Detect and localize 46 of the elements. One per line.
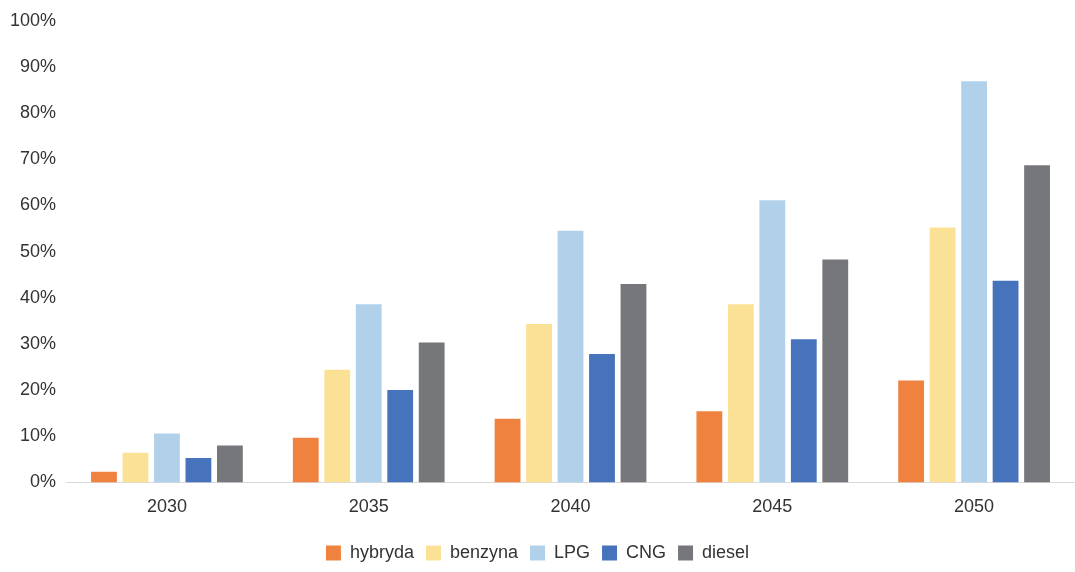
- legend-label: CNG: [626, 541, 667, 562]
- bar: [324, 369, 351, 483]
- bar: [122, 452, 149, 483]
- bar: [418, 342, 445, 483]
- x-tick-label: 2050: [954, 496, 995, 517]
- legend-label: LPG: [554, 541, 591, 562]
- y-tick-label: 80%: [20, 102, 57, 123]
- y-tick-label: 90%: [20, 55, 57, 76]
- bar: [929, 227, 956, 483]
- x-tick-label: 2035: [348, 496, 389, 517]
- bar: [526, 324, 552, 483]
- y-tick-label: 40%: [20, 286, 57, 307]
- y-tick-label: 100%: [9, 9, 57, 30]
- bar: [216, 445, 243, 483]
- legend-label: diesel: [702, 541, 750, 562]
- x-tick-label: 2040: [550, 496, 591, 517]
- bar: [292, 437, 319, 483]
- y-tick-label: 30%: [20, 332, 57, 353]
- x-tick-label: 2030: [146, 496, 187, 517]
- bar: [727, 304, 754, 483]
- bar: [154, 433, 180, 483]
- y-tick-label: 10%: [20, 425, 57, 446]
- bar: [790, 339, 817, 483]
- y-tick-label: 0%: [30, 471, 57, 492]
- bar: [696, 411, 723, 483]
- y-tick-label: 20%: [20, 379, 57, 400]
- bar: [1024, 165, 1050, 483]
- bar: [898, 380, 925, 483]
- bar: [620, 283, 647, 483]
- x-tick-label: 2045: [752, 496, 793, 517]
- y-tick-label: 50%: [20, 240, 57, 261]
- bar: [589, 354, 615, 483]
- legend-label: benzyna: [449, 541, 520, 562]
- y-tick-label: 70%: [20, 148, 57, 169]
- legend-label: hybryda: [349, 541, 415, 562]
- y-tick-label: 60%: [20, 194, 57, 215]
- bar: [961, 81, 988, 483]
- bar: [557, 230, 584, 483]
- bar: [494, 418, 521, 483]
- bar: [992, 280, 1019, 483]
- bar: [355, 304, 382, 483]
- bar: [822, 259, 849, 483]
- bar: [91, 471, 117, 483]
- bar: [185, 457, 212, 483]
- bar: [387, 390, 414, 483]
- bar: [759, 200, 786, 483]
